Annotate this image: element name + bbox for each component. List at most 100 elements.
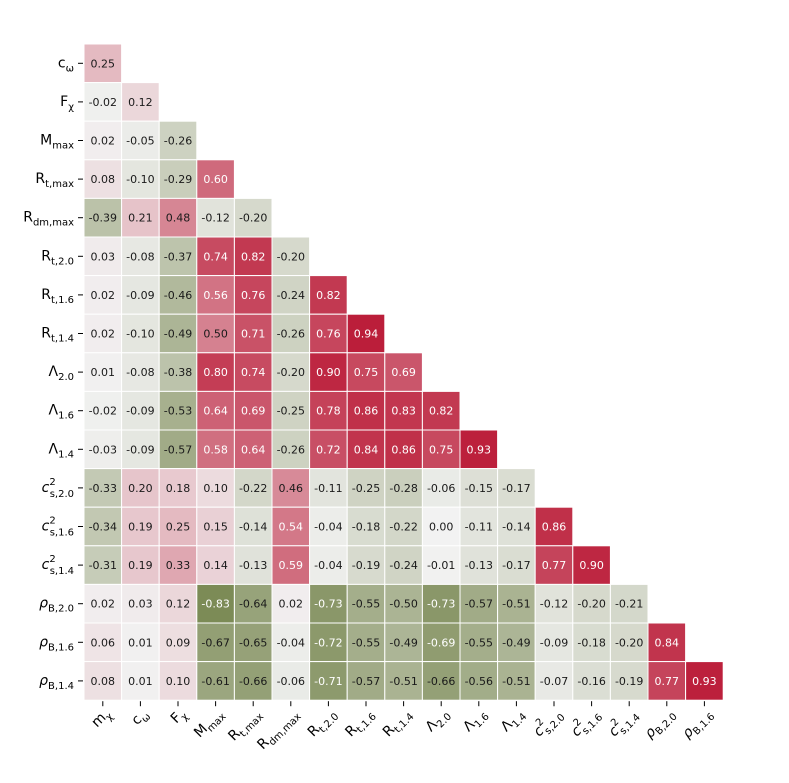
- cell-value-label: 0.77: [655, 675, 680, 688]
- cell-value-label: -0.09: [540, 636, 568, 649]
- cell-value-label: 0.19: [128, 559, 153, 572]
- row-label: Fχ: [60, 94, 74, 113]
- cell-value-label: -0.21: [615, 598, 643, 611]
- heatmap-cell: [196, 159, 235, 199]
- heatmap-cell: [346, 390, 386, 431]
- cell-value-label: -0.67: [201, 636, 229, 649]
- heatmap-cell: [83, 236, 123, 277]
- column-label: mχ: [89, 706, 116, 733]
- heatmap-cell: [572, 661, 611, 701]
- heatmap-cell: [309, 468, 348, 508]
- cell-value-label: -0.49: [164, 328, 192, 341]
- cell-value-label: -0.10: [126, 173, 154, 186]
- cell-value-label: 0.69: [391, 366, 416, 379]
- cell-value-label: 0.03: [91, 250, 116, 263]
- cell-value-label: 0.93: [467, 443, 492, 456]
- heatmap-cell: [572, 545, 611, 585]
- heatmap-cell: [497, 545, 536, 585]
- cell-value-label: 0.82: [241, 250, 266, 263]
- row-label: c2 s,2.0: [42, 477, 74, 500]
- heatmap-cell: [421, 506, 461, 547]
- heatmap-cell: [497, 468, 536, 508]
- heatmap-cell: [83, 468, 123, 508]
- cell-value-label: -0.83: [201, 598, 229, 611]
- column-label: c2s,2.0: [529, 704, 568, 743]
- heatmap-cell: [572, 583, 611, 624]
- heatmap-cell: [196, 622, 235, 663]
- row-label: ρB,1.4: [39, 673, 74, 692]
- heatmap-cell: [572, 622, 611, 663]
- heatmap-cell: [196, 429, 235, 470]
- column-label: cω: [129, 706, 154, 731]
- cell-value-label: 0.64: [241, 443, 266, 456]
- heatmap-cell: [384, 622, 423, 663]
- cell-value-label: -0.15: [465, 482, 493, 495]
- column-label: Λ2.0: [423, 706, 454, 737]
- cell-value-label: 0.50: [203, 328, 228, 341]
- row-label: Mmax: [40, 133, 74, 152]
- cell-value-label: -0.73: [427, 598, 455, 611]
- cell-value-label: 0.02: [91, 135, 116, 148]
- cell-value-label: -0.02: [89, 96, 117, 109]
- cell-value-label: -0.66: [239, 675, 267, 688]
- cell-value-label: -0.13: [239, 559, 267, 572]
- cell-value-label: -0.24: [389, 559, 417, 572]
- cell-value-label: 0.14: [203, 559, 228, 572]
- heatmap-cell: [233, 236, 273, 277]
- heatmap-cell: [609, 583, 649, 624]
- heatmap-cell: [196, 236, 235, 277]
- cell-value-label: -0.65: [239, 636, 267, 649]
- heatmap-cell: [459, 506, 499, 547]
- cell-value-label: -0.57: [164, 443, 192, 456]
- heatmap-cell: [121, 583, 160, 624]
- heatmap-cell: [83, 661, 123, 701]
- cell-value-label: -0.08: [126, 366, 154, 379]
- row-label: Λ2.0: [49, 364, 74, 383]
- column-label: Λ1.6: [460, 706, 491, 737]
- cell-value-label: -0.05: [126, 135, 154, 148]
- row-label: Rt,2.0: [41, 248, 74, 267]
- cell-value-label: -0.11: [314, 482, 342, 495]
- cell-value-label: -0.56: [465, 675, 493, 688]
- cell-value-label: -0.55: [352, 598, 380, 611]
- column-label: Fχ: [168, 706, 191, 729]
- heatmap-cell: [609, 661, 649, 701]
- cell-value-label: -0.29: [164, 173, 192, 186]
- cell-value-label: -0.13: [465, 559, 493, 572]
- column-label: Rt,2.0: [305, 706, 342, 743]
- heatmap-cell: [459, 661, 499, 701]
- heatmap-cell: [421, 583, 461, 624]
- cell-value-label: 0.06: [91, 636, 116, 649]
- cell-value-label: 0.76: [316, 328, 341, 341]
- cell-value-label: 0.59: [279, 559, 304, 572]
- heatmap-cell: [83, 43, 123, 84]
- row-label: Rt,1.6: [41, 287, 74, 306]
- cell-value-label: 0.03: [128, 598, 153, 611]
- heatmap-cell: [196, 468, 235, 508]
- cell-value-label: 0.10: [166, 675, 191, 688]
- heatmap-cell: [158, 583, 198, 624]
- cell-value-label: -0.20: [239, 212, 267, 225]
- cell-value-label: -0.11: [465, 521, 493, 534]
- cell-value-label: 0.58: [203, 443, 228, 456]
- heatmap-cell: [534, 545, 574, 585]
- column-label: Rdm,max: [254, 706, 303, 755]
- cell-value-label: -0.06: [427, 482, 455, 495]
- cell-value-label: 0.72: [316, 443, 341, 456]
- cell-value-label: 0.46: [279, 482, 304, 495]
- cell-value-label: -0.50: [389, 598, 417, 611]
- heatmap-cell: [83, 390, 123, 431]
- cell-value-label: -0.06: [277, 675, 305, 688]
- cell-value-label: 0.10: [203, 482, 228, 495]
- cell-value-label: -0.20: [615, 636, 643, 649]
- heatmap-cell: [685, 661, 724, 701]
- cell-value-label: -0.09: [126, 443, 154, 456]
- cell-value-label: 0.25: [166, 521, 191, 534]
- cell-value-label: -0.14: [239, 521, 267, 534]
- cell-value-label: 0.90: [316, 366, 341, 379]
- row-label: Rdm,max: [23, 210, 74, 229]
- cell-value-label: -0.19: [615, 675, 643, 688]
- heatmap-cell: [271, 390, 311, 431]
- heatmap-cell: [271, 429, 311, 470]
- heatmap-cell: [421, 390, 461, 431]
